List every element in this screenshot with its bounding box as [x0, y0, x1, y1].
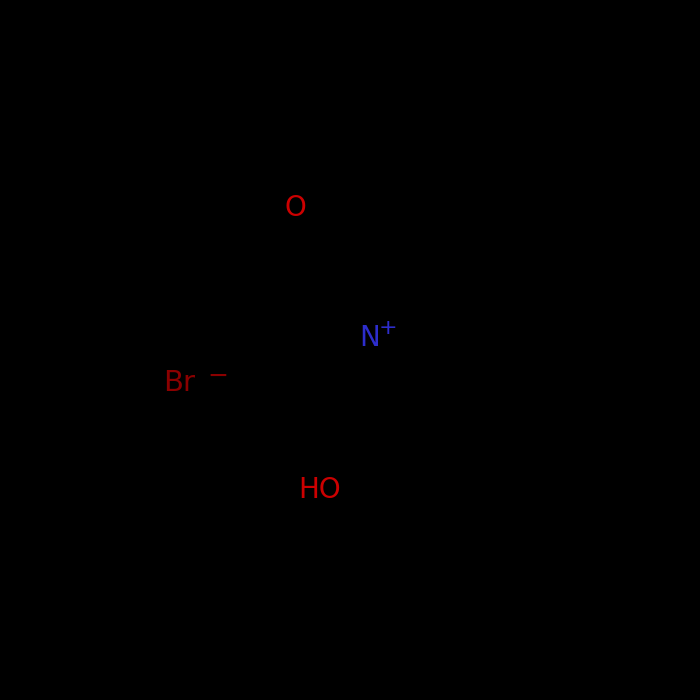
Text: Br: Br	[163, 369, 195, 397]
Text: −: −	[207, 364, 228, 388]
Text: N: N	[360, 324, 380, 352]
Text: +: +	[379, 318, 398, 338]
Text: HO: HO	[298, 476, 341, 504]
Text: O: O	[284, 194, 306, 222]
